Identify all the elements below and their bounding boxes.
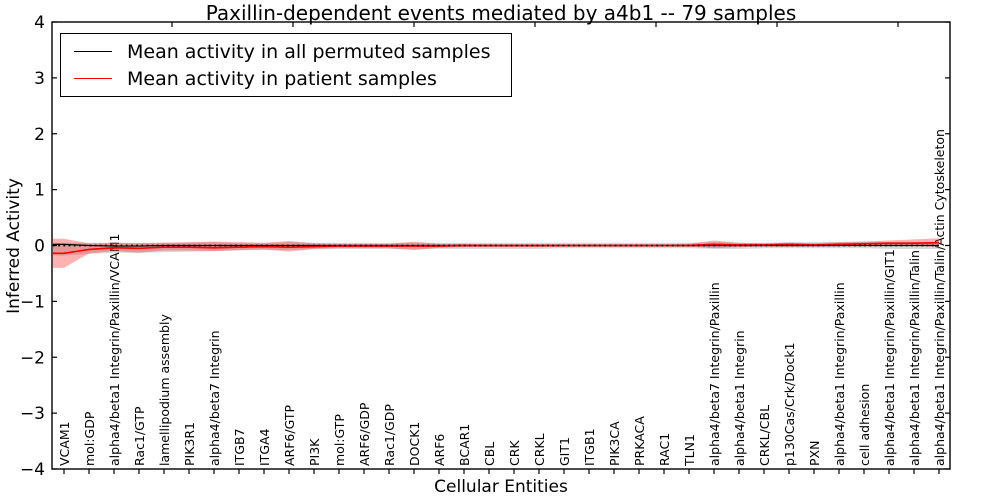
x-tick-label: PIK3R1 xyxy=(182,422,197,466)
x-tick-label: mol:GTP xyxy=(332,414,347,466)
y-tick-label: 1 xyxy=(34,181,45,201)
patient-line-swatch xyxy=(74,78,112,79)
x-tick-label: alpha4/beta7 Integrin xyxy=(207,330,222,466)
x-tick-label: VCAM1 xyxy=(57,421,72,466)
y-axis-label: Inferred Activity xyxy=(4,178,24,314)
legend-entry-permuted: Mean activity in all permuted samples xyxy=(74,38,511,65)
x-tick-label: DOCK1 xyxy=(407,422,422,466)
x-tick-label: CRK xyxy=(507,440,522,466)
y-tick-label: 0 xyxy=(34,237,45,257)
legend-label-patient: Mean activity in patient samples xyxy=(127,67,437,90)
x-tick-label: Rac1/GTP xyxy=(132,406,147,466)
y-tick-label: −3 xyxy=(20,404,45,424)
y-tick-label: −2 xyxy=(20,348,45,368)
y-tick-label: −1 xyxy=(20,292,45,312)
legend-entry-patient: Mean activity in patient samples xyxy=(74,65,511,92)
x-tick-label: Rac1/GDP xyxy=(382,404,397,466)
x-tick-label: ITGB7 xyxy=(232,428,247,466)
patient-mean-line xyxy=(53,241,940,255)
x-tick-label: alpha4/beta1 Integrin/Paxillin/VCAM1 xyxy=(107,234,122,466)
chart-title: Paxillin-dependent events mediated by a4… xyxy=(205,1,797,25)
permuted-line-swatch xyxy=(74,51,112,52)
x-tick-label: GIT1 xyxy=(557,437,572,466)
x-tick-label: p130Cas/Crk/Dock1 xyxy=(782,342,797,466)
x-tick-label: TLN1 xyxy=(682,434,697,467)
x-tick-label: cell adhesion xyxy=(857,384,872,466)
x-tick-label: PRKACA xyxy=(632,416,647,466)
x-tick-label: CRKL/CBL xyxy=(757,405,772,466)
y-tick-label: 3 xyxy=(34,69,45,89)
x-tick-label: PIK3CA xyxy=(607,421,622,466)
legend-label-permuted: Mean activity in all permuted samples xyxy=(127,40,491,63)
x-tick-label: alpha4/beta1 Integrin/Paxillin/GIT1 xyxy=(882,249,897,466)
x-tick-label: alpha4/beta1 Integrin xyxy=(732,330,747,466)
y-tick-label: −4 xyxy=(20,460,45,480)
x-tick-label: alpha4/beta7 Integrin/Paxillin xyxy=(707,282,722,466)
x-tick-label: RAC1 xyxy=(657,433,672,466)
x-tick-label: CRKL xyxy=(532,433,547,466)
x-tick-label: ITGB1 xyxy=(582,428,597,466)
x-tick-label: ARF6/GDP xyxy=(357,402,372,466)
x-tick-label: mol:GDP xyxy=(82,411,97,466)
x-tick-label: PI3K xyxy=(307,438,322,466)
x-tick-label: ARF6 xyxy=(432,434,447,466)
x-tick-label: BCAR1 xyxy=(457,424,472,466)
x-axis-label: Cellular Entities xyxy=(434,477,568,497)
y-tick-label: 2 xyxy=(34,125,45,145)
x-tick-label: alpha4/beta1 Integrin/Paxillin xyxy=(832,282,847,466)
x-tick-label: alpha4/beta1 Integrin/Paxillin/Talin/Act… xyxy=(932,129,947,466)
x-tick-label: ARF6/GTP xyxy=(282,405,297,466)
x-tick-label: CBL xyxy=(482,442,497,466)
x-tick-label: PXN xyxy=(807,441,822,466)
x-tick-label: lamellipodium assembly xyxy=(157,314,172,466)
x-tick-label: alpha4/beta1 Integrin/Paxillin/Talin xyxy=(907,250,922,466)
x-tick-label: ITGA4 xyxy=(257,428,272,466)
legend: Mean activity in all permuted samples Me… xyxy=(60,33,512,97)
y-tick-label: 4 xyxy=(34,13,45,33)
